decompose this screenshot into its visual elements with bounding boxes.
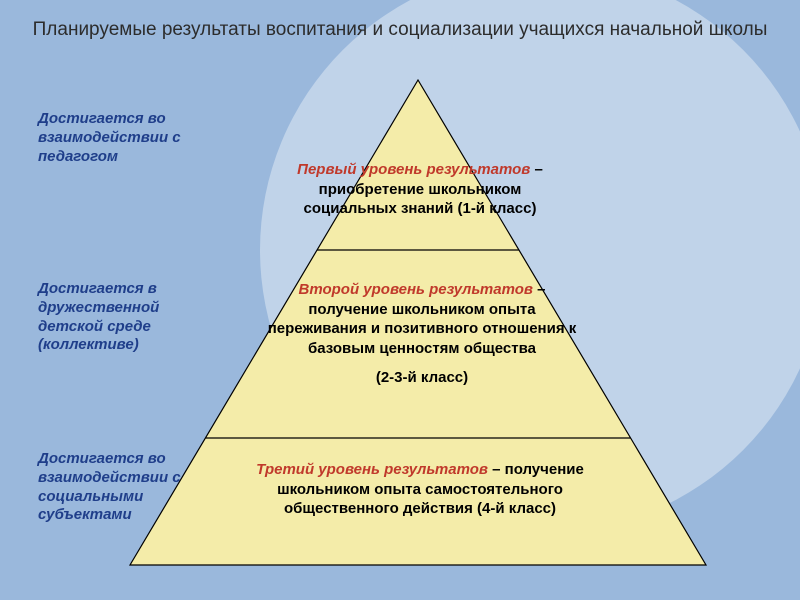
pyramid-level-3: Третий уровень результатов – получение ш… xyxy=(240,460,600,519)
level-2-extra: (2-3-й класс) xyxy=(262,368,582,388)
annotation-level-1: Достигается во взаимодействии с педагого… xyxy=(38,110,208,166)
level-1-heading: Первый уровень результатов xyxy=(297,161,530,178)
pyramid-level-2: Второй уровень результатов – получение ш… xyxy=(262,280,582,388)
level-2-heading: Второй уровень результатов xyxy=(299,281,533,298)
slide-title: Планируемые результаты воспитания и соци… xyxy=(0,18,800,43)
pyramid-level-1: Первый уровень результатов – приобретени… xyxy=(295,160,545,219)
annotation-level-3: Достигается во взаимодействии с социальн… xyxy=(38,450,228,525)
level-3-heading: Третий уровень результатов xyxy=(256,461,488,478)
annotation-level-2: Достигается в дружественной детской сред… xyxy=(38,280,208,355)
